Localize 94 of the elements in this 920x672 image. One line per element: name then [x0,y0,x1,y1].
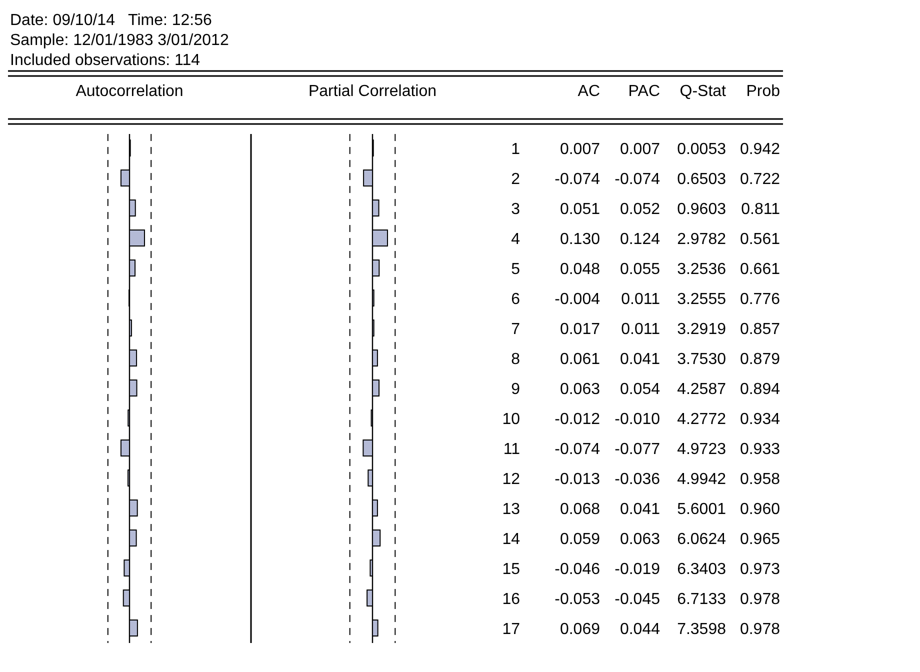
y-tick-label: 6 [511,291,520,308]
text: -0.036 [614,471,660,488]
y-tick-label: 1 [511,141,520,158]
text: 7.3598 [677,621,726,638]
text: 0.811 [741,201,780,218]
text: 0.048 [560,261,600,278]
text: 6.3403 [677,561,726,578]
text: Date: 09/10/14 Time: 12:56 [10,12,212,29]
text: -0.077 [614,441,660,458]
text: 4.2587 [677,381,726,398]
text: 0.722 [740,171,780,188]
text: 0.978 [740,591,780,608]
y-tick-label: 7 [511,321,520,338]
text: 0.051 [560,201,600,218]
text: 0.6503 [677,171,726,188]
text: 0.965 [740,531,780,548]
text: 0.044 [620,621,660,638]
text: 5.6001 [677,501,726,518]
text: 3.2555 [677,291,726,308]
text: 4.9942 [677,471,726,488]
text: 0.661 [740,261,780,278]
text: 0.894 [740,381,780,398]
text: -0.012 [554,411,600,428]
text: 3.7530 [677,351,726,368]
text: 0.958 [740,471,780,488]
text: 0.059 [560,531,600,548]
text: -0.010 [614,411,660,428]
text: 0.0053 [677,141,726,158]
chart-title: Autocorrelation [76,83,184,100]
text: 2.9782 [677,231,726,248]
text: 0.942 [740,141,780,158]
text: -0.045 [614,591,660,608]
text: 0.011 [621,321,660,338]
y-tick-label: 14 [502,531,520,548]
text: 0.973 [740,561,780,578]
text: 0.011 [621,291,660,308]
text: 4.2772 [677,411,726,428]
chart-title: Partial Correlation [308,83,437,100]
y-tick-label: 10 [502,411,520,428]
text: 0.776 [740,291,780,308]
y-tick-label: 17 [502,621,520,638]
text: 0.068 [560,501,600,518]
text: 0.857 [740,321,780,338]
y-tick-label: 11 [503,441,520,458]
y-tick-label: 12 [502,471,520,488]
text: 0.124 [620,231,660,248]
text: Q-Stat [680,83,727,100]
y-tick-label: 2 [511,171,520,188]
text: 0.061 [560,351,600,368]
y-tick-label: 16 [502,591,520,608]
text: 3.2919 [677,321,726,338]
text: 0.041 [620,351,660,368]
text: 4.9723 [677,441,726,458]
text: 0.007 [560,141,600,158]
text: 6.7133 [677,591,726,608]
text: 0.069 [560,621,600,638]
text: 0.130 [560,231,600,248]
text: AC [578,83,600,100]
y-tick-label: 5 [511,261,520,278]
text: -0.019 [614,561,660,578]
text: -0.046 [554,561,600,578]
text: -0.004 [554,291,600,308]
text: 0.017 [560,321,600,338]
text: Sample: 12/01/1983 3/01/2012 [10,32,229,49]
y-tick-label: 3 [511,201,520,218]
text: -0.074 [554,441,600,458]
text: Included observations: 114 [10,52,200,69]
text: 0.978 [740,621,780,638]
text: -0.074 [554,171,600,188]
text: 0.063 [620,531,660,548]
text: 0.041 [620,501,660,518]
text: 0.007 [620,141,660,158]
y-tick-label: 9 [511,381,520,398]
y-tick-label: 13 [502,501,520,518]
text: 0.054 [620,381,660,398]
y-tick-label: 4 [511,231,520,248]
text: 0.960 [740,501,780,518]
text: 0.933 [740,441,780,458]
text: 0.055 [620,261,660,278]
text: 0.063 [560,381,600,398]
text: -0.053 [554,591,600,608]
text: 0.934 [740,411,780,428]
text: Prob [746,83,780,100]
text: 6.0624 [677,531,726,548]
text: 0.052 [620,201,660,218]
text: -0.074 [614,171,660,188]
text: 0.561 [740,231,780,248]
text: 3.2536 [677,261,726,278]
y-tick-label: 15 [502,561,520,578]
y-tick-label: 8 [511,351,520,368]
text: -0.013 [554,471,600,488]
text: 0.9603 [677,201,726,218]
text: 0.879 [740,351,780,368]
text: PAC [628,83,660,100]
